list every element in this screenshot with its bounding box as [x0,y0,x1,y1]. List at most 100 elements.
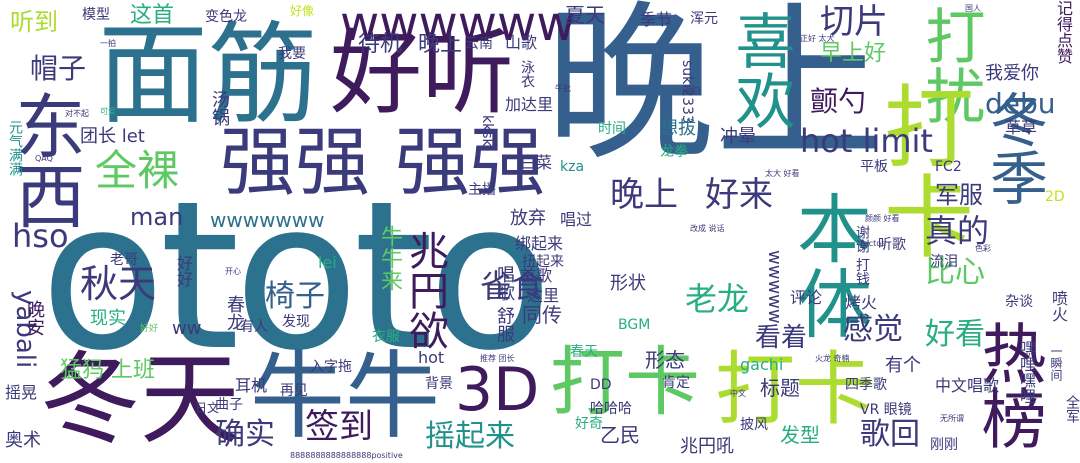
word-dd: DD [590,377,612,393]
word-xian-shi: 现实 [90,308,126,329]
word-small-2: Factos [860,239,886,248]
word-ji-de-dian-zan: 记得点赞 [1054,0,1073,64]
word-hot: hot [418,348,445,367]
word-yong-yi: 泳衣 [519,60,535,88]
word-bang-qi-lai: 绑起来 [515,234,564,253]
word-ototo: ototo [40,158,553,396]
word-three-d: 3D [455,355,540,425]
word-qie-pian: 切片 [820,2,888,42]
word-bai-cai: 白菜 [520,153,553,172]
word-yabali: yabali [10,290,40,369]
word-niu-niu-lai: 牛牛来 [377,225,402,291]
word-qiu-tian: 秋天 [80,262,157,306]
word-chun-long: 春龙 [224,295,245,331]
word-ge-hui: 歌回 [860,417,920,452]
word-zhen-de: 真的 [925,212,990,250]
word-za-tan: 杂谈 [1005,294,1033,310]
word-kksk: kksk [479,115,495,147]
word-biao-ti: 标题 [760,376,800,400]
word-xing-tai: 形态 [645,348,685,372]
word-pen-huo: 喷火 [1049,290,1068,322]
word-ha-ha-ha: 哈哈哈 [590,401,632,417]
word-fa-xing: 发型 [780,423,820,447]
word-zhe-ge: 这首 [130,3,175,28]
word-chun-tian: 春天 [570,344,598,360]
word-re-bang: 热榜 [970,320,1045,450]
word-xie-xie: 谢谢 打钱 [854,225,870,286]
word-que-shi-2: 确实 [215,417,275,452]
word-kan-zhe: 看着 [755,323,808,353]
word-gachi: gachi [740,355,784,374]
word-yi-fu: 衣服 [372,329,400,345]
word-jia-da-li: 加达里 [505,95,554,114]
word-ben-ti: 本体 [784,190,872,340]
word-small-8: 改成 说话 [690,224,725,233]
word-small-18: 每日 [685,87,701,96]
word-wan-an: 晚安 [24,300,45,336]
word-qu-zi: 曲子 [215,397,243,413]
word-xiang-ba: 想拔 [660,118,696,139]
word-hao-qi: 好奇 [575,416,603,432]
word-da-ka-v: 打卡 [868,80,973,260]
word-gan-jue: 感觉 [843,312,903,347]
word-yi-lian: 一瞬间 [1049,345,1063,381]
word-dong-xi: 东西 [4,90,86,230]
word-xi-huan: 喜欢 [725,10,795,130]
word-suki: suki2333 [679,60,695,124]
word-hao-hao: 好好 [174,255,193,287]
word-yun-nan: 云南 [465,36,493,52]
word-hot-limit: hot limit [800,122,933,160]
word-meng-ma: 猛犸 上班 [60,358,155,383]
word-da-li: 达里 [527,286,560,305]
word-tang-guo: 汤锅 [209,90,230,126]
word-da-ka-2: 打卡 [715,343,875,436]
word-small-4: 8888888888888888positive [290,451,403,460]
word-jun-fu: 军服 [935,181,983,209]
word-small-13: 牛批 [555,84,571,93]
word-mao-zi: 帽子 [30,52,87,85]
word-lao-long: 老龙 [685,280,750,318]
word-shan-ge: 山歌 [505,33,538,52]
word-bei-jing: 背景 [425,376,453,392]
word-fc2: FC2 [935,159,962,175]
word-lei: lei [318,253,337,272]
word-ting-dao: 听到 [10,8,58,36]
word-shi-jian: 时间 [598,121,626,137]
word-ww: ww [172,318,202,339]
word-moxing: 模型 [82,7,110,23]
word-chang-guo: 唱过 [560,210,593,229]
word-bgm: BGM [618,317,651,333]
word-zhao-yuan-yu: 兆円欲 [402,230,448,350]
word-qiang-qiang-1: 强强 [220,118,371,206]
word-small-5: 太大 好看 [765,169,800,178]
word-qiang-qiang-2: 强强 [395,118,546,206]
word-xing-zhuang: 形状 [610,273,646,294]
word-ji-jie: 季节 [640,10,673,29]
word-small-14: 火龙 奇楠 [815,354,850,363]
word-tuan-zhang: 团长 let [80,126,145,147]
word-debu: debu [985,87,1056,120]
word-qian-dao: 签到 [305,407,373,447]
word-wo-ai-ni: 我爱你 [985,63,1039,84]
word-chong-yun: 冲晕 [720,126,756,147]
word-dong-ji: 冬季 [980,90,1048,206]
word-tong-chuan: 同传 [522,303,562,327]
word-small-15: 颜颜 好看 [865,214,900,223]
word-small-1: 好好 [140,324,159,334]
word-shou-ge: 首歌 [520,266,553,285]
word-vr-yan-jing: VR 眼镜 [860,402,912,418]
word-small-3: 无所谓 [940,414,964,423]
word-si-ji-ge: 四季歌 [845,377,887,393]
word-que-shi: 雀食 [480,267,545,305]
word-small-11: QAQ [35,154,53,163]
word-small-6: 中文 [730,389,746,398]
word-zhong-wen-chang-ge: 中文唱歌 [935,376,1000,395]
word-bian-se-long: 变色龙 [205,9,247,25]
word-small-20: 国人 [965,4,981,13]
word-you-ren: 有人 [240,319,268,335]
word-you-ge: 有个 [885,355,921,376]
word-hao-xiang: 好像 [290,4,315,18]
word-wan-shang-2: 晚上 [610,175,678,215]
word-ken-ding: 肯定 [662,375,690,391]
word-small-16: 正好 太大 [800,34,835,43]
